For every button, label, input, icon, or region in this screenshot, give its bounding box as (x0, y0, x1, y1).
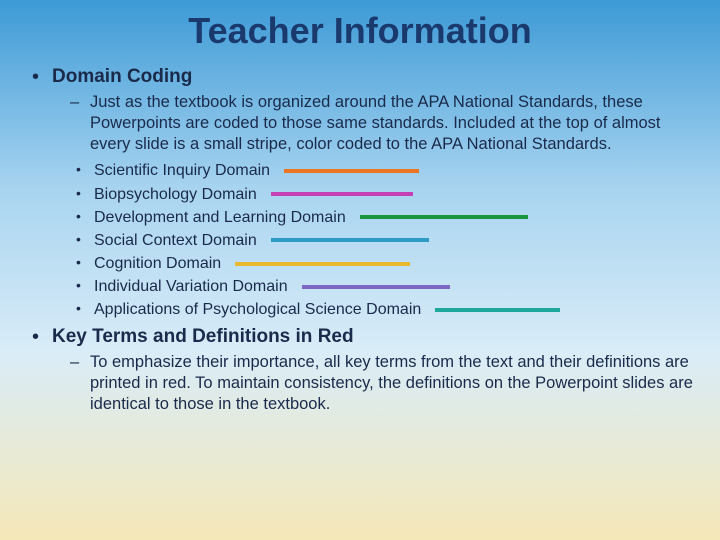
domain-label: Scientific Inquiry Domain (94, 159, 270, 182)
intro-text: Just as the textbook is organized around… (70, 92, 700, 155)
color-stripe (284, 169, 419, 173)
color-stripe (302, 285, 450, 289)
domain-label: Cognition Domain (94, 252, 221, 275)
section-key-terms: Key Terms and Definitions in Red To emph… (32, 326, 700, 415)
slide: Teacher Information Domain Coding Just a… (0, 0, 720, 540)
domain-label: Social Context Domain (94, 229, 257, 252)
domain-item: Cognition Domain (76, 252, 700, 275)
section-heading: Key Terms and Definitions in Red (52, 326, 700, 348)
color-stripe (435, 308, 560, 312)
bullet-list-level2: To emphasize their importance, all key t… (52, 352, 700, 415)
color-stripe (235, 262, 410, 266)
domain-item: Development and Learning Domain (76, 206, 700, 229)
body-text: To emphasize their importance, all key t… (70, 352, 700, 415)
bullet-list-level1: Domain Coding Just as the textbook is or… (20, 66, 700, 415)
section-heading: Domain Coding (52, 66, 700, 88)
slide-title: Teacher Information (20, 10, 700, 52)
bullet-list-level2: Just as the textbook is organized around… (52, 92, 700, 155)
domain-item: Individual Variation Domain (76, 275, 700, 298)
color-stripe (360, 215, 528, 219)
color-stripe (271, 192, 413, 196)
section-domain-coding: Domain Coding Just as the textbook is or… (32, 66, 700, 322)
domain-item: Applications of Psychological Science Do… (76, 298, 700, 321)
domain-item: Biopsychology Domain (76, 183, 700, 206)
color-stripe (271, 238, 429, 242)
domain-label: Biopsychology Domain (94, 183, 257, 206)
domain-item: Social Context Domain (76, 229, 700, 252)
domain-label: Individual Variation Domain (94, 275, 288, 298)
domain-label: Development and Learning Domain (94, 206, 346, 229)
domain-label: Applications of Psychological Science Do… (94, 298, 421, 321)
domain-item: Scientific Inquiry Domain (76, 159, 700, 182)
domains-list: Scientific Inquiry DomainBiopsychology D… (52, 159, 700, 321)
